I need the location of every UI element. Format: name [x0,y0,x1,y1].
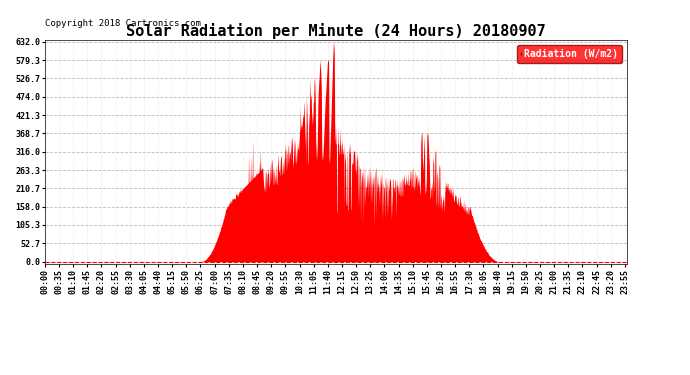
Text: Copyright 2018 Cartronics.com: Copyright 2018 Cartronics.com [45,19,201,28]
Title: Solar Radiation per Minute (24 Hours) 20180907: Solar Radiation per Minute (24 Hours) 20… [126,23,546,39]
Legend: Radiation (W/m2): Radiation (W/m2) [517,45,622,63]
